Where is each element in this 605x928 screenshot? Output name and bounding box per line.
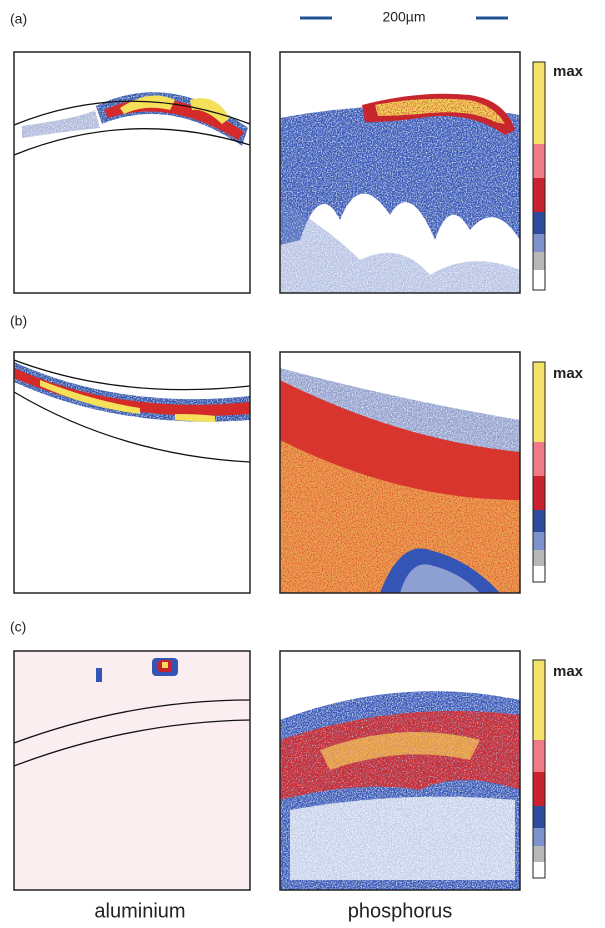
map-aluminium (13, 51, 251, 294)
colorbar (532, 61, 546, 291)
map-aluminium (13, 650, 251, 891)
map-phosphorus (280, 651, 520, 890)
column-label: phosphorus (348, 900, 453, 922)
colorbar (532, 361, 546, 583)
frame (279, 351, 521, 594)
column-label: aluminium (94, 900, 185, 922)
colorbar-label: max (553, 365, 584, 382)
colorbar (532, 659, 546, 879)
map-phosphorus (280, 352, 520, 593)
panel-label: (a) (10, 11, 27, 27)
panel-label: (b) (10, 313, 27, 329)
colorbar-label: max (553, 663, 584, 680)
scale-label: 200µm (382, 9, 425, 25)
colorbar-label: max (553, 63, 584, 80)
panel-label: (c) (10, 619, 26, 635)
map-phosphorus (280, 52, 520, 293)
frame (279, 51, 521, 294)
frame (279, 650, 521, 891)
map-aluminium (13, 351, 251, 594)
